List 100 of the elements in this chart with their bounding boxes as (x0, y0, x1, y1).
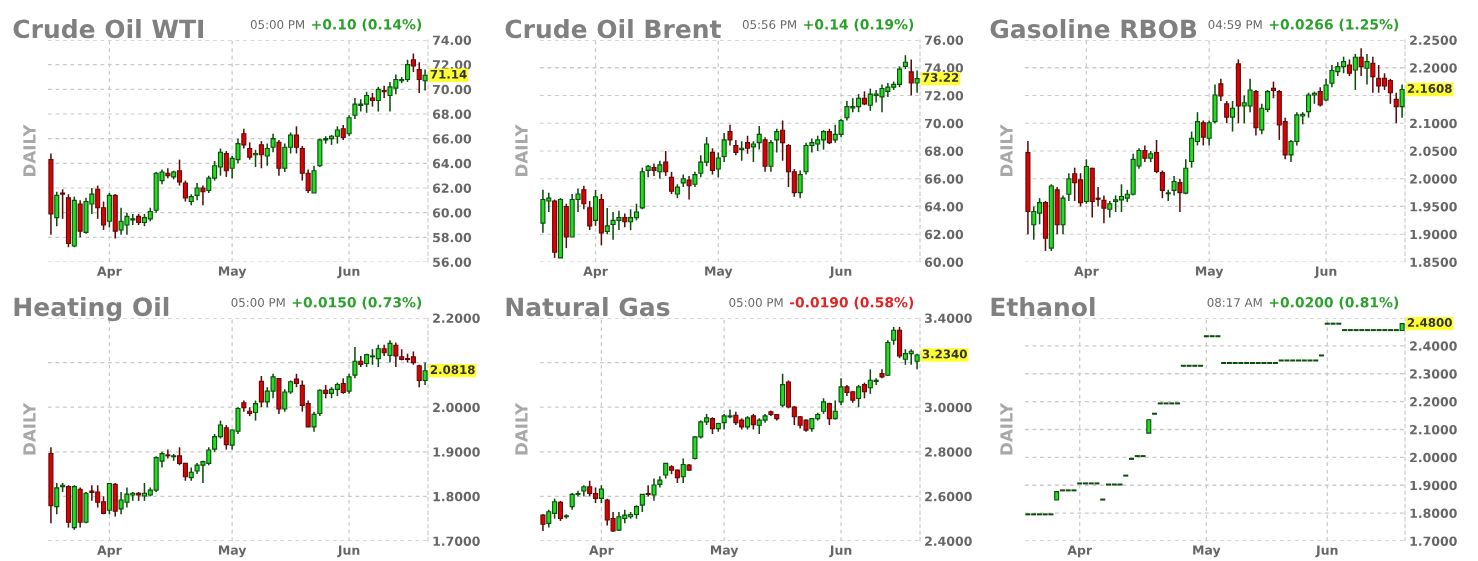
text: 3.2340 (922, 349, 967, 359)
candlestick (1218, 78, 1224, 102)
candlestick (241, 128, 247, 150)
candlestick (1165, 189, 1171, 202)
text: 71.14 (430, 69, 467, 79)
y-tick-label: 70.00 (925, 118, 964, 129)
candlestick (750, 140, 756, 163)
y-tick-label: 3.0000 (925, 402, 972, 413)
candlestick (721, 132, 727, 163)
candlestick (270, 132, 276, 153)
y-tick-label: 60.00 (432, 208, 472, 218)
candlestick (1399, 83, 1405, 119)
candlestick (856, 384, 862, 408)
candlestick (381, 84, 387, 99)
text: +0.10 (0.14%) (312, 18, 422, 32)
candlestick (200, 184, 206, 207)
candlestick (352, 346, 358, 379)
candlestick (604, 207, 610, 236)
candlestick (780, 372, 786, 408)
text: 04:59 PM (1208, 20, 1262, 29)
candlestick (668, 171, 675, 195)
y-tick-label: 1.9000 (1410, 229, 1457, 240)
text: +0.0200 (0.81%) (1269, 296, 1399, 310)
candlestick (1066, 172, 1072, 202)
candlestick (739, 140, 745, 162)
text: 05:00 PM (231, 298, 285, 307)
x-tick-label: Jun (337, 545, 360, 558)
y-tick-label: 2.0500 (1410, 146, 1457, 156)
y-tick-label: 1.7000 (433, 536, 480, 546)
candlestick (768, 139, 774, 173)
candlestick (346, 114, 352, 137)
candlestick (1229, 100, 1236, 133)
y-tick-label: 74.00 (433, 35, 472, 45)
candlestick (797, 169, 803, 199)
chart-title: Natural Gas (506, 296, 670, 317)
x-tick-label: Apr (97, 266, 122, 279)
y-tick-label: 2.2500 (1410, 35, 1457, 45)
candlestick (258, 140, 264, 170)
y-tick-label: 60.00 (924, 257, 964, 267)
y-tick-label: 2.3000 (1410, 369, 1457, 379)
y-tick-label: 1.8000 (433, 491, 480, 502)
text: 2.1608 (1407, 84, 1452, 93)
candlestick (410, 52, 416, 73)
candlestick (176, 158, 183, 187)
y-tick-label: 70.00 (433, 84, 472, 95)
x-tick-label: May (1195, 266, 1224, 279)
candlestick (1200, 119, 1206, 147)
chart-title: Crude Oil Brent (505, 19, 721, 39)
candlestick (651, 162, 657, 177)
candlestick (774, 128, 780, 154)
y-tick-label: 68.00 (432, 109, 472, 119)
text: +0.0266 (1.25%) (1269, 18, 1399, 32)
y-tick-label: 72.00 (433, 60, 472, 70)
candlestick (54, 482, 60, 516)
y-tick-label: 64.00 (924, 201, 964, 212)
y-tick-label: 58.00 (433, 232, 472, 243)
candlestick (838, 377, 844, 406)
candlestick (709, 147, 716, 176)
y-axis-title: DAILY (23, 124, 36, 176)
candlestick (1317, 86, 1323, 108)
y-tick-label: 2.8000 (925, 447, 972, 457)
candlestick (727, 123, 733, 147)
candlestick (1364, 53, 1370, 86)
candlestick (60, 188, 66, 220)
candlestick (908, 58, 914, 97)
text: +0.0150 (0.73%) (292, 296, 422, 310)
y-tick-label: 2.2000 (1410, 63, 1457, 73)
candlestick (54, 190, 60, 227)
candlestick (686, 175, 692, 201)
x-tick-label: Apr (589, 545, 614, 558)
y-tick-label: 3.4000 (925, 313, 972, 323)
candlestick (346, 372, 352, 395)
candlestick (264, 142, 270, 167)
y-tick-label: 62.00 (924, 229, 964, 240)
candlestick (311, 410, 317, 433)
text: 05:00 PM (729, 298, 783, 307)
x-tick-label: Jun (829, 545, 852, 558)
candlestick (252, 399, 259, 422)
x-tick-label: Jun (1315, 545, 1338, 558)
y-tick-label: 1.9500 (1410, 201, 1457, 212)
text: 05:00 PM (250, 20, 304, 29)
candlestick (416, 61, 422, 94)
candlestick (914, 69, 920, 94)
y-tick-label: 2.1000 (1410, 118, 1457, 129)
text: 05:56 PM (742, 20, 796, 29)
chart-title: Gasoline RBOB (990, 19, 1197, 39)
candlestick (1370, 55, 1376, 94)
y-tick-label: 2.6000 (925, 491, 972, 502)
y-tick-label: 1.9000 (433, 447, 480, 457)
candlestick (422, 361, 428, 386)
y-tick-label: 2.4000 (1410, 341, 1457, 351)
x-tick-label: Apr (97, 545, 122, 558)
candlestick (557, 500, 564, 522)
candlestick (592, 189, 599, 227)
x-tick-label: Jun (337, 266, 360, 279)
text: -0.0190 (0.58%) (789, 296, 914, 310)
x-tick-label: May (710, 545, 739, 558)
text: 2.4800 (1407, 318, 1452, 327)
x-tick-label: Jun (829, 266, 852, 279)
candlestick (293, 125, 300, 155)
